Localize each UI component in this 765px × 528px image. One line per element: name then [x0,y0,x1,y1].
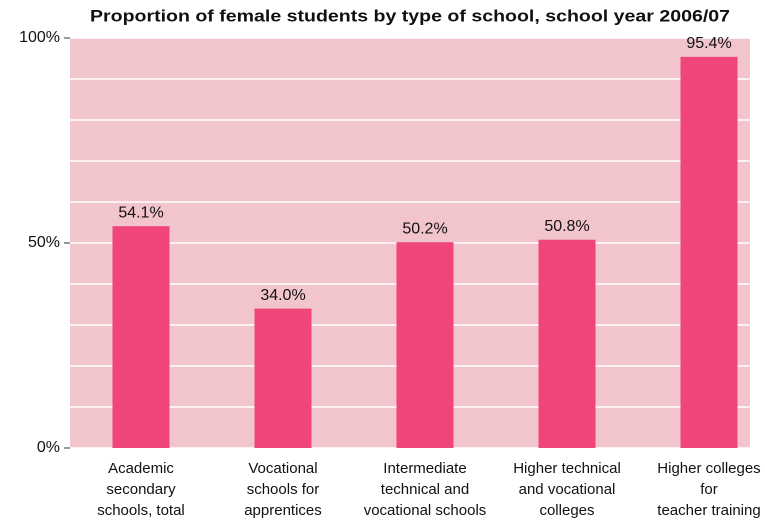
x-tick-label: Intermediate technical and vocational scho… [364,460,487,519]
value-label: 50.2% [402,220,447,237]
value-label: 34.0% [260,287,305,304]
x-tick-label: Higher colleges for teacher training [657,460,760,519]
bar [254,308,312,448]
bar [112,226,170,448]
y-tick-label: 50% [28,234,60,251]
x-tick-label: Vocational schools for apprentices [244,460,322,519]
bar [680,56,738,449]
chart-title: Proportion of female students by type of… [90,6,730,25]
x-tick-label: Higher technical and vocational colleges [513,460,621,519]
value-label: 54.1% [118,204,163,221]
value-label: 95.4% [686,35,731,52]
bar [538,239,596,448]
y-tick-label: 0% [37,439,60,456]
bar [396,242,454,448]
x-tick-label: Academic secondary schools, total [97,460,185,519]
y-tick-label: 100% [19,29,60,46]
value-label: 50.8% [544,218,589,235]
